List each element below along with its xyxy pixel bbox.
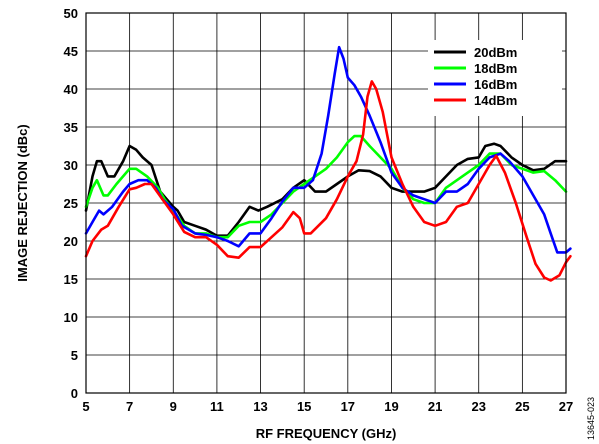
y-tick-label: 0 xyxy=(71,386,78,401)
x-tick-label: 13 xyxy=(253,399,267,414)
y-tick-label: 45 xyxy=(64,44,78,59)
legend-label: 18dBm xyxy=(474,61,517,76)
x-tick-label: 23 xyxy=(471,399,485,414)
y-tick-label: 25 xyxy=(64,196,78,211)
x-tick-label: 9 xyxy=(170,399,177,414)
legend-label: 14dBm xyxy=(474,93,517,108)
legend-label: 16dBm xyxy=(474,77,517,92)
x-tick-label: 17 xyxy=(341,399,355,414)
y-tick-label: 40 xyxy=(64,82,78,97)
x-tick-labels: 5 7 9 11 13 15 17 19 21 23 25 27 xyxy=(82,399,573,414)
x-axis-title: RF FREQUENCY (GHz) xyxy=(256,426,397,441)
y-tick-label: 35 xyxy=(64,120,78,135)
x-tick-label: 15 xyxy=(297,399,311,414)
y-tick-label: 50 xyxy=(64,6,78,21)
y-tick-label: 30 xyxy=(64,158,78,173)
y-tick-label: 5 xyxy=(71,348,78,363)
series-line-18dBm xyxy=(84,134,568,239)
series-lines xyxy=(84,45,572,282)
x-tick-label: 7 xyxy=(126,399,133,414)
x-tick-label: 21 xyxy=(428,399,442,414)
plot-frame xyxy=(85,12,567,394)
figure-id: 13645-023 xyxy=(586,397,596,440)
x-tick-label: 27 xyxy=(559,399,573,414)
series-line-14dBm xyxy=(84,80,572,282)
y-tick-labels: 0 5 10 15 20 25 30 35 40 45 50 xyxy=(64,6,78,401)
legend-label: 20dBm xyxy=(474,45,517,60)
x-tick-label: 25 xyxy=(515,399,529,414)
x-tick-label: 11 xyxy=(210,399,224,414)
x-tick-label: 5 xyxy=(82,399,89,414)
x-tick-label: 19 xyxy=(384,399,398,414)
y-tick-label: 15 xyxy=(64,272,78,287)
y-tick-label: 20 xyxy=(64,234,78,249)
series-line-20dBm xyxy=(84,142,568,237)
y-axis-title: IMAGE REJECTION (dBc) xyxy=(15,124,30,281)
y-tick-label: 10 xyxy=(64,310,78,325)
